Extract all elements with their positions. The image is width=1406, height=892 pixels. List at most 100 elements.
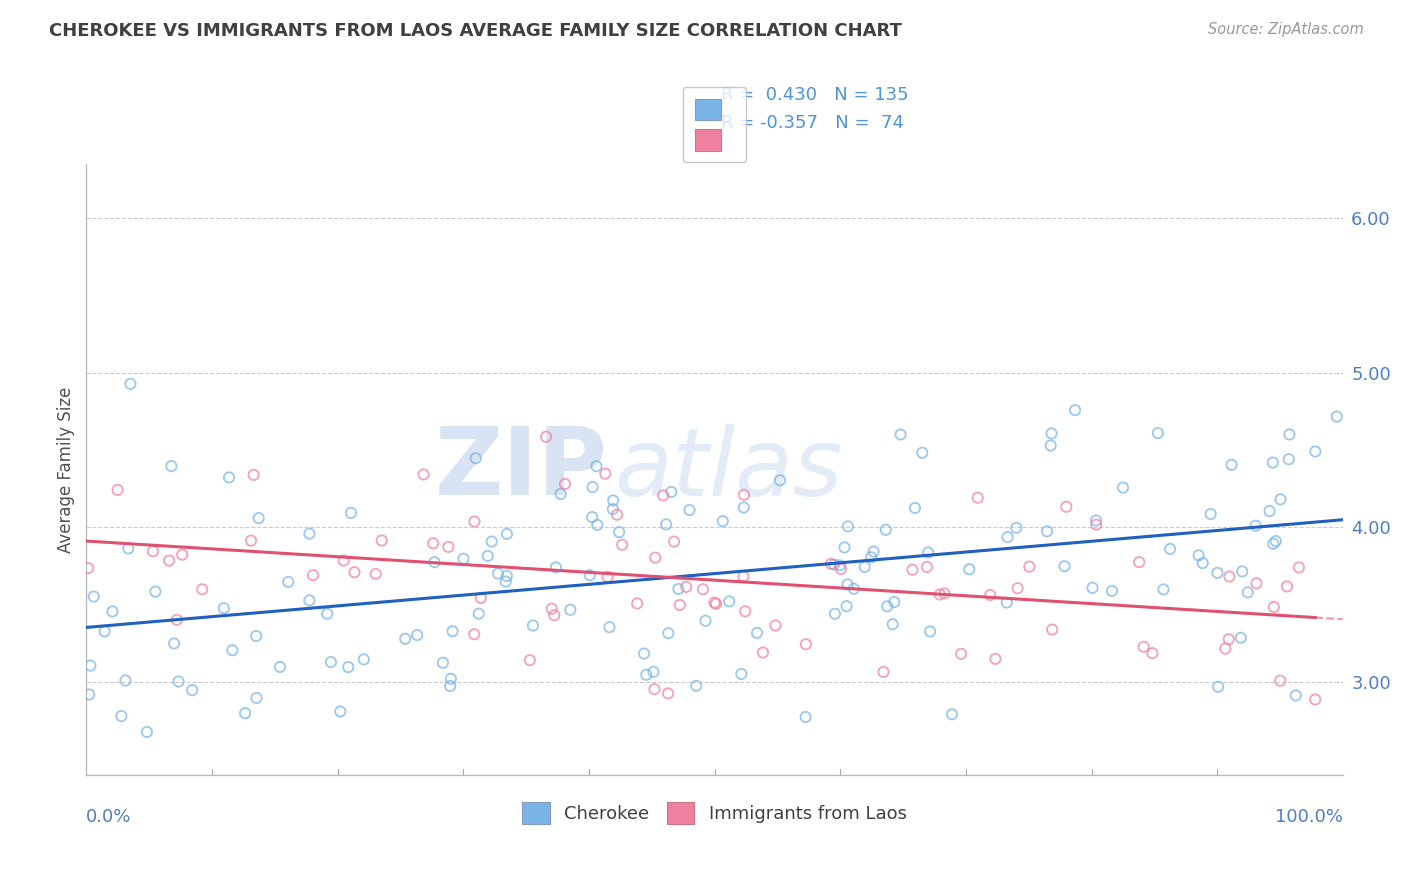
Point <box>607 525 630 540</box>
Text: R = -0.357   N =  74: R = -0.357 N = 74 <box>721 113 904 131</box>
Point <box>77 561 100 575</box>
Point <box>1278 452 1301 467</box>
Point <box>636 667 658 681</box>
Point <box>820 557 842 571</box>
Point <box>581 480 603 494</box>
Y-axis label: Average Family Size: Average Family Size <box>58 386 75 553</box>
Point <box>593 467 616 481</box>
Point <box>101 604 124 618</box>
Point <box>298 593 321 607</box>
Point <box>1258 504 1281 518</box>
Point <box>586 517 609 532</box>
Point <box>441 624 464 639</box>
Point <box>353 652 375 666</box>
Point <box>439 679 461 693</box>
Point <box>1199 507 1222 521</box>
Point <box>77 688 100 702</box>
Point <box>837 577 859 591</box>
Point <box>692 582 714 597</box>
Point <box>1220 458 1243 472</box>
Point <box>554 477 576 491</box>
Point <box>1054 500 1077 514</box>
Point <box>166 613 188 627</box>
Point <box>107 483 129 497</box>
Point <box>247 511 270 525</box>
Point <box>1326 409 1348 424</box>
Point <box>1081 581 1104 595</box>
Point <box>1261 456 1284 470</box>
Point <box>1132 640 1154 654</box>
Point <box>110 709 132 723</box>
Point <box>675 580 697 594</box>
Point <box>319 655 342 669</box>
Text: 100.0%: 100.0% <box>1275 808 1343 826</box>
Point <box>496 527 519 541</box>
Point <box>83 590 105 604</box>
Point <box>117 541 139 556</box>
Point <box>1232 565 1254 579</box>
Point <box>167 674 190 689</box>
Point <box>835 599 858 614</box>
Point <box>544 560 567 574</box>
Point <box>984 652 1007 666</box>
Point <box>464 451 486 466</box>
Point <box>997 530 1019 544</box>
Point <box>298 526 321 541</box>
Point <box>657 686 679 700</box>
Point <box>486 566 509 581</box>
Point <box>643 665 665 679</box>
Point <box>585 459 607 474</box>
Point <box>904 500 927 515</box>
Point <box>1191 556 1213 570</box>
Point <box>212 601 235 615</box>
Point <box>837 519 859 533</box>
Point <box>823 558 845 572</box>
Point <box>834 541 856 555</box>
Point <box>470 591 492 605</box>
Point <box>329 705 352 719</box>
Point <box>522 618 544 632</box>
Point <box>1040 426 1063 441</box>
Point <box>678 503 700 517</box>
Point <box>495 574 517 589</box>
Point <box>606 508 628 522</box>
Point <box>406 628 429 642</box>
Point <box>966 491 988 505</box>
Point <box>1018 559 1040 574</box>
Point <box>1305 444 1327 458</box>
Point <box>643 682 665 697</box>
Point <box>599 620 621 634</box>
Point <box>1206 680 1229 694</box>
Point <box>1128 555 1150 569</box>
Point <box>1036 524 1059 539</box>
Point <box>1213 641 1236 656</box>
Point <box>1188 549 1211 563</box>
Point <box>752 646 775 660</box>
Point <box>340 506 363 520</box>
Text: atlas: atlas <box>614 424 842 515</box>
Point <box>734 604 756 618</box>
Point <box>440 672 463 686</box>
Point <box>918 624 941 639</box>
Point <box>941 707 963 722</box>
Point <box>1101 583 1123 598</box>
Point <box>437 540 460 554</box>
Point <box>928 587 950 601</box>
Point <box>957 562 980 576</box>
Point <box>657 626 679 640</box>
Point <box>432 656 454 670</box>
Point <box>269 660 291 674</box>
Point <box>1270 492 1292 507</box>
Point <box>703 596 725 610</box>
Point <box>1263 537 1285 551</box>
Point <box>233 706 256 721</box>
Text: R =  0.430   N = 135: R = 0.430 N = 135 <box>721 86 908 104</box>
Point <box>704 597 727 611</box>
Point <box>550 487 572 501</box>
Point <box>495 569 517 583</box>
Point <box>1147 426 1170 441</box>
Point <box>765 618 787 632</box>
Point <box>718 594 741 608</box>
Point <box>163 636 186 650</box>
Point <box>872 665 894 679</box>
